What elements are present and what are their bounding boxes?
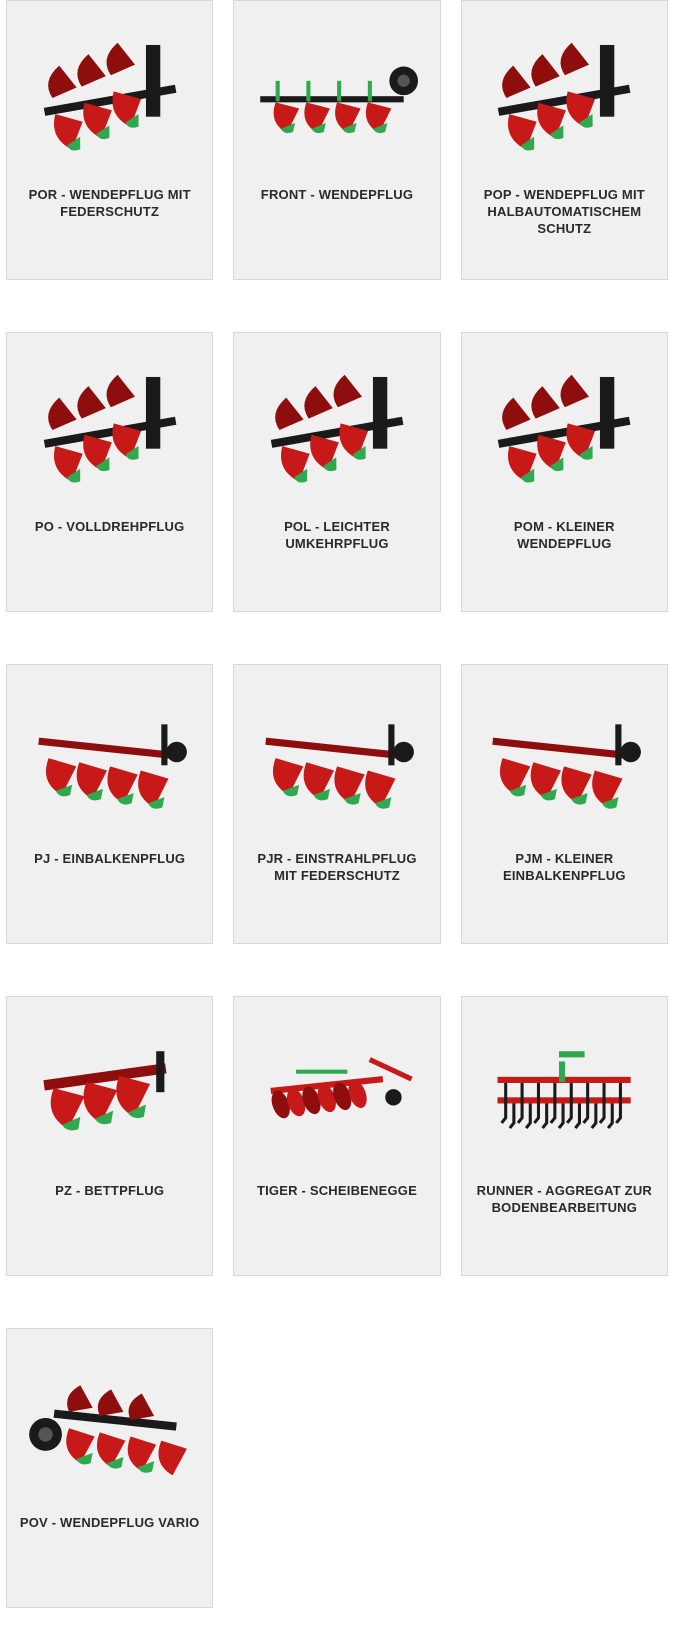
plow-reversible-icon bbox=[242, 343, 431, 513]
product-card[interactable]: PJM - KLEINER EINBALKENPFLUG bbox=[461, 664, 668, 944]
row-spacer bbox=[6, 964, 668, 976]
product-card[interactable]: PO - VOLLDREHPFLUG bbox=[6, 332, 213, 612]
plow-reversible-icon bbox=[470, 343, 659, 513]
product-title: POM - KLEINER WENDEPFLUG bbox=[470, 519, 659, 553]
product-title: PZ - BETTPFLUG bbox=[51, 1183, 168, 1200]
plow-front-icon bbox=[242, 11, 431, 181]
product-card[interactable]: PJ - EINBALKENPFLUG bbox=[6, 664, 213, 944]
product-card[interactable]: POM - KLEINER WENDEPFLUG bbox=[461, 332, 668, 612]
plow-single-icon bbox=[15, 675, 204, 845]
product-card[interactable]: POL - LEICHTER UMKEHRPFLUG bbox=[233, 332, 440, 612]
product-card[interactable]: PJR - EINSTRAHLPFLUG MIT FEDERSCHUTZ bbox=[233, 664, 440, 944]
product-title: POL - LEICHTER UMKEHRPFLUG bbox=[242, 519, 431, 553]
product-title: POP - WENDEPFLUG MIT HALBAUTOMATISCHEM S… bbox=[470, 187, 659, 238]
product-card[interactable]: POP - WENDEPFLUG MIT HALBAUTOMATISCHEM S… bbox=[461, 0, 668, 280]
row-spacer bbox=[6, 300, 668, 312]
product-title: POV - WENDEPFLUG VARIO bbox=[16, 1515, 204, 1532]
product-card[interactable]: PZ - BETTPFLUG bbox=[6, 996, 213, 1276]
product-title: PJM - KLEINER EINBALKENPFLUG bbox=[470, 851, 659, 885]
product-title: PJ - EINBALKENPFLUG bbox=[30, 851, 189, 868]
plow-reversible-icon bbox=[15, 343, 204, 513]
product-card[interactable]: RUNNER - AGGREGAT ZUR BODENBEARBEITUNG bbox=[461, 996, 668, 1276]
plow-single-icon bbox=[242, 675, 431, 845]
plow-bed-icon bbox=[15, 1007, 204, 1177]
product-card[interactable]: POR - WENDEPFLUG MIT FEDERSCHUTZ bbox=[6, 0, 213, 280]
row-spacer bbox=[6, 632, 668, 644]
row-spacer bbox=[6, 1296, 668, 1308]
plow-vario-icon bbox=[15, 1339, 204, 1509]
product-title: PO - VOLLDREHPFLUG bbox=[31, 519, 189, 536]
cultivator-icon bbox=[470, 1007, 659, 1177]
product-title: RUNNER - AGGREGAT ZUR BODENBEARBEITUNG bbox=[470, 1183, 659, 1217]
product-card[interactable]: TIGER - SCHEIBENEGGE bbox=[233, 996, 440, 1276]
product-title: FRONT - WENDEPFLUG bbox=[257, 187, 417, 204]
plow-single-icon bbox=[470, 675, 659, 845]
product-title: TIGER - SCHEIBENEGGE bbox=[253, 1183, 421, 1200]
product-card[interactable]: FRONT - WENDEPFLUG bbox=[233, 0, 440, 280]
plow-reversible-icon bbox=[15, 11, 204, 181]
disc-harrow-icon bbox=[242, 1007, 431, 1177]
product-title: POR - WENDEPFLUG MIT FEDERSCHUTZ bbox=[15, 187, 204, 221]
product-card[interactable]: POV - WENDEPFLUG VARIO bbox=[6, 1328, 213, 1608]
product-grid: POR - WENDEPFLUG MIT FEDERSCHUTZ FRONT - … bbox=[0, 0, 674, 1628]
product-title: PJR - EINSTRAHLPFLUG MIT FEDERSCHUTZ bbox=[242, 851, 431, 885]
plow-reversible-icon bbox=[470, 11, 659, 181]
